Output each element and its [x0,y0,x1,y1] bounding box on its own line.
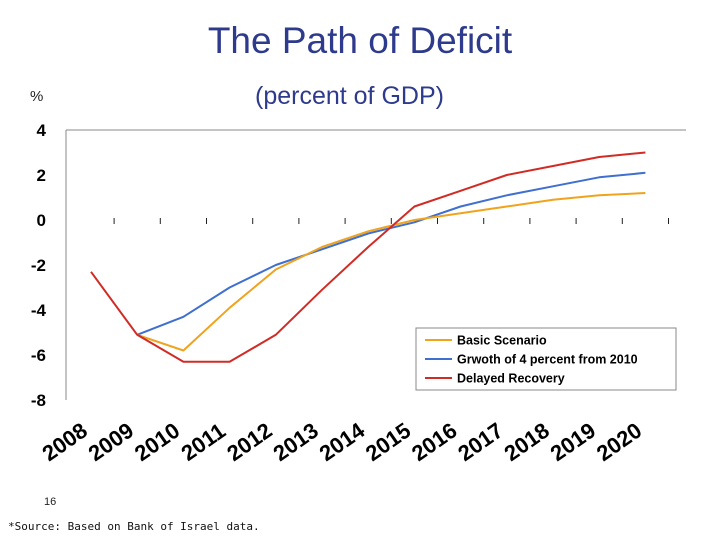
x-tick-label: 2010 [130,418,184,467]
y-unit-label: % [30,88,44,105]
y-tick-label: 2 [37,166,46,185]
y-tick-label: -2 [31,256,46,275]
slide-title: The Path of Deficit [207,20,513,61]
x-tick-label: 2014 [315,417,370,466]
y-tick-label: 0 [37,211,46,230]
y-axis-ticks: 4 2 0 -2 -4 -6 -8 [31,121,47,410]
legend-label: Basic Scenario [457,334,547,348]
source-note: *Source: Based on Bank of Israel data. [8,520,260,533]
x-tick-label: 2013 [268,418,322,467]
x-tick-label: 2008 [37,418,91,467]
y-tick-label: -6 [31,346,46,365]
series-line-1 [136,171,646,336]
x-tick-label: 2012 [222,418,276,467]
x-tick-label: 2020 [592,418,646,467]
x-tick-label: 2009 [84,418,138,467]
legend-label: Delayed Recovery [457,372,565,386]
y-tick-label: -4 [31,301,47,320]
x-axis-ticks: 2008200920102011201220132014201520162017… [37,417,646,466]
legend-label: Grwoth of 4 percent from 2010 [457,353,638,367]
series-line-2 [90,151,646,363]
chart-subtitle: (percent of GDP) [255,82,444,110]
plot-frame [65,129,686,400]
x-tick-label: 2018 [499,418,553,467]
x-tick-label: 2011 [177,418,230,466]
x-tick-label: 2015 [361,418,415,467]
legend: Basic Scenario Grwoth of 4 percent from 2… [415,327,677,391]
x-tick-label: 2017 [453,418,507,467]
y-tick-label: 4 [37,121,47,140]
zero-line-ticks [113,218,669,224]
page-number: 16 [44,496,57,508]
x-tick-label: 2016 [407,418,461,467]
x-tick-label: 2019 [546,418,600,467]
legend-box [415,327,677,391]
series-line-0 [136,192,646,352]
deficit-line-chart: 4 2 0 -2 -4 -6 -8 2008200920102011201220132014… [31,121,686,466]
y-tick-label: -8 [31,391,46,410]
series-lines [90,151,646,363]
